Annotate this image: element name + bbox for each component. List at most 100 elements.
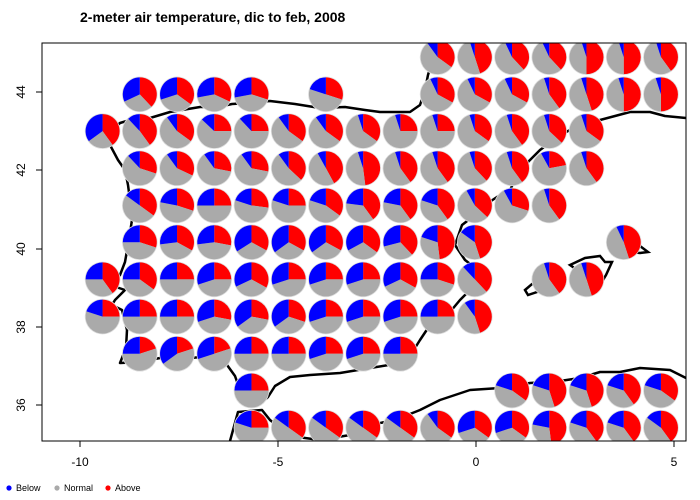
pie-slice-normal bbox=[88, 131, 113, 149]
pie-slice-above bbox=[251, 336, 269, 354]
pie-slice-normal bbox=[308, 153, 335, 186]
pie-slice-normal bbox=[346, 316, 381, 334]
pie-slice-above bbox=[586, 43, 604, 75]
pie-slice-above bbox=[586, 77, 604, 111]
pie-slice-normal bbox=[271, 117, 303, 149]
pie-slice-below bbox=[544, 77, 550, 95]
pie-marker bbox=[159, 298, 195, 335]
pie-slice-above bbox=[325, 151, 343, 184]
pie-slice-above bbox=[325, 188, 343, 216]
pie-slice-above bbox=[214, 114, 232, 132]
pie-slice-above bbox=[139, 114, 157, 145]
pie-marker bbox=[531, 150, 568, 187]
pie-slice-above bbox=[512, 77, 530, 103]
pie-slice-above bbox=[660, 43, 678, 71]
pie-slice-above bbox=[177, 77, 195, 105]
pie-slice-above bbox=[586, 410, 604, 441]
pie-marker bbox=[308, 150, 344, 187]
pie-slice-normal bbox=[495, 190, 529, 223]
pie-marker bbox=[308, 409, 344, 441]
pie-slice-above bbox=[363, 262, 381, 280]
pie-slice-above bbox=[474, 410, 492, 438]
pie-slice-above bbox=[474, 151, 492, 181]
pie-slice-normal bbox=[271, 154, 302, 186]
pie-slice-normal bbox=[643, 78, 661, 112]
pie-slice-below bbox=[644, 373, 661, 391]
pie-slice-normal bbox=[309, 353, 343, 371]
pie-slice-above bbox=[400, 114, 418, 132]
pie-marker bbox=[196, 298, 233, 335]
pie-slice-normal bbox=[384, 279, 416, 297]
pie-marker bbox=[382, 150, 419, 187]
pie-slice-below bbox=[315, 114, 326, 132]
pie-slice-above bbox=[325, 114, 343, 142]
pie-slice-above bbox=[623, 410, 641, 441]
pie-slice-above bbox=[325, 299, 343, 317]
pie-slice-normal bbox=[122, 279, 154, 297]
pie-slice-normal bbox=[198, 316, 231, 334]
pie-slice-above bbox=[660, 77, 678, 112]
pie-slice-normal bbox=[197, 205, 232, 223]
pie-slice-below bbox=[308, 225, 326, 253]
pie-marker bbox=[494, 187, 530, 224]
pie-slice-below bbox=[383, 299, 401, 322]
pie-slice-below bbox=[647, 410, 661, 428]
pie-marker bbox=[419, 261, 456, 298]
pie-marker bbox=[233, 335, 270, 372]
pie-slice-below bbox=[383, 336, 401, 354]
pie-slice-above bbox=[363, 225, 381, 253]
pie-slice-below bbox=[308, 299, 326, 322]
pie-slice-normal bbox=[569, 114, 601, 149]
pie-slice-below bbox=[656, 43, 661, 58]
pie-slice-normal bbox=[271, 417, 303, 441]
pie-slice-normal bbox=[160, 117, 191, 149]
pie-slice-below bbox=[312, 410, 326, 428]
pie-marker bbox=[233, 150, 270, 187]
pie-slice-above bbox=[177, 299, 195, 317]
pie-slice-above bbox=[325, 336, 343, 354]
pie-slice-normal bbox=[122, 348, 157, 371]
pie-marker bbox=[159, 224, 195, 261]
pie-slice-above bbox=[102, 299, 120, 317]
pie-slice-normal bbox=[457, 302, 481, 334]
pie-slice-above bbox=[474, 299, 492, 333]
pie-slice-normal bbox=[160, 279, 195, 297]
pie-slice-above bbox=[437, 77, 455, 103]
pie-slice-below bbox=[533, 373, 550, 391]
pie-slice-above bbox=[400, 299, 418, 317]
pie-slice-below bbox=[271, 336, 289, 354]
pie-marker bbox=[121, 113, 158, 149]
pie-slice-below bbox=[278, 151, 289, 169]
pie-slice-normal bbox=[274, 316, 305, 334]
pie-slice-normal bbox=[234, 154, 269, 186]
pie-slice-normal bbox=[383, 152, 411, 186]
pie-slice-below bbox=[234, 262, 252, 287]
pie-slice-below bbox=[395, 151, 401, 169]
pie-slice-normal bbox=[458, 427, 489, 441]
pie-slice-above bbox=[177, 188, 195, 211]
pie-slice-below bbox=[197, 336, 215, 359]
pie-marker bbox=[196, 76, 233, 113]
pie-marker bbox=[121, 224, 158, 261]
pie-slice-above bbox=[586, 151, 604, 183]
pie-slice-above bbox=[437, 225, 455, 260]
pie-slice-below bbox=[467, 77, 475, 95]
pie-slice-above bbox=[512, 114, 530, 145]
pie-slice-below bbox=[506, 151, 513, 169]
pie-marker bbox=[345, 261, 381, 298]
pie-slice-normal bbox=[274, 242, 304, 260]
pie-slice-normal bbox=[495, 78, 527, 112]
pie-slice-normal bbox=[532, 114, 562, 149]
pie-slice-above bbox=[363, 299, 381, 317]
pie-slice-below bbox=[85, 114, 103, 142]
pie-marker bbox=[643, 409, 679, 441]
pie-marker bbox=[233, 372, 270, 409]
pie-slice-below bbox=[432, 114, 438, 132]
pie-marker bbox=[531, 261, 568, 298]
pie-slice-above bbox=[437, 410, 455, 438]
pie-slice-above bbox=[623, 43, 641, 75]
y-tick-label: 44 bbox=[14, 85, 28, 99]
pie-marker bbox=[345, 113, 381, 149]
pie-slice-below bbox=[274, 410, 289, 428]
pie-slice-above bbox=[214, 225, 232, 246]
